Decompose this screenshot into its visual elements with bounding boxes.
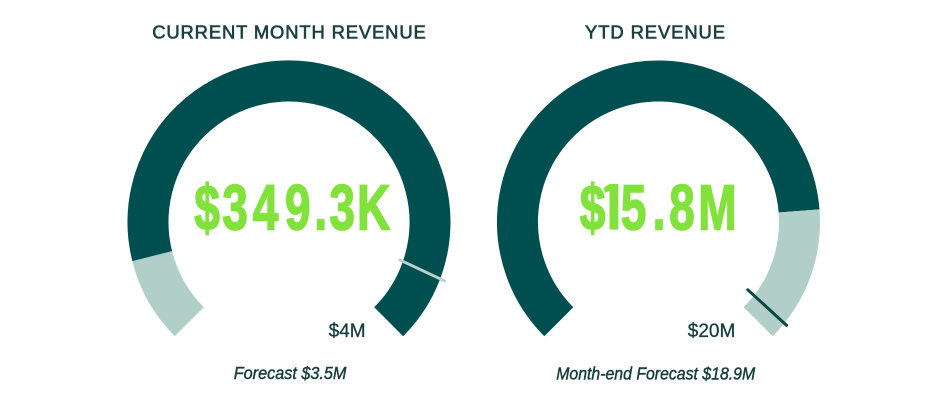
svg-text:$4M: $4M — [329, 321, 366, 342]
svg-text:$5.8M: $5.8M — [580, 172, 737, 243]
svg-text:YTD REVENUE: YTD REVENUE — [585, 22, 725, 43]
svg-text:CURRENT MONTH REVENUE: CURRENT MONTH REVENUE — [152, 22, 426, 43]
svg-text:$349.3K: $34 9.3K — [194, 172, 390, 243]
svg-text:$20M: $20M — [688, 321, 736, 342]
svg-text:Forecast $3.5M: Forecast $3.5M — [234, 363, 347, 383]
svg-text:Month-end Forecast $18.9M: Month-end Forecast $18.9M — [556, 363, 755, 383]
